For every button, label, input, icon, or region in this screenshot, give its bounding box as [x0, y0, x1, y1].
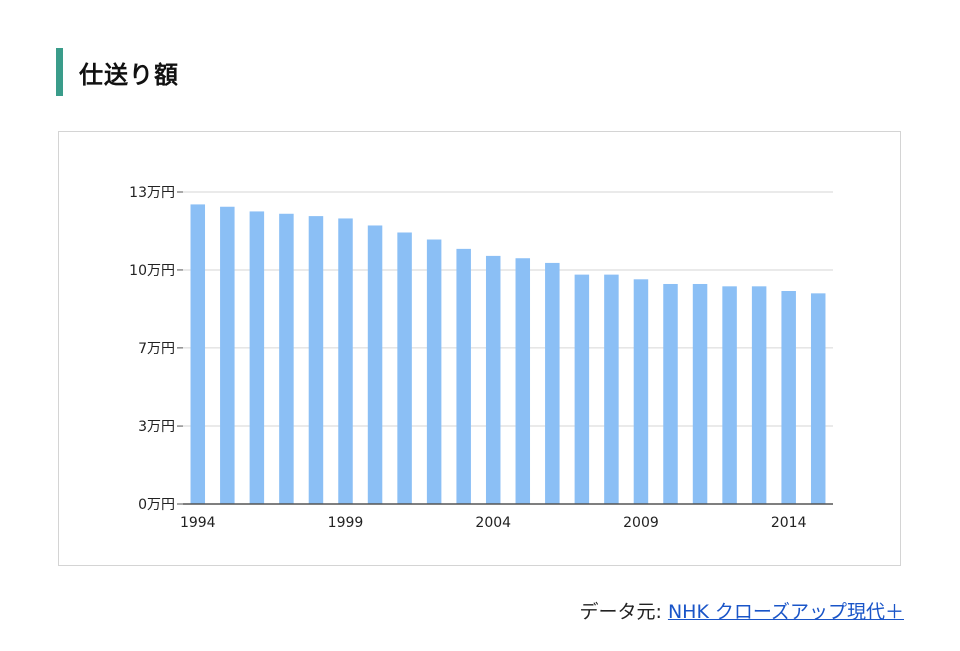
bar — [338, 218, 353, 504]
bar — [722, 286, 737, 504]
bar — [456, 248, 471, 504]
bar — [574, 274, 590, 504]
bar — [249, 211, 265, 504]
y-tick-label: 13万円 — [129, 185, 175, 201]
x-tick-label: 2004 — [475, 515, 511, 531]
bar-chart: 0万円 3万円 7万円 10万円 13万円 1994 1999 2004 2009 2014 — [129, 185, 833, 531]
bar — [308, 216, 324, 504]
heading-accent-bar — [56, 48, 63, 96]
page-title: 仕送り額 — [79, 60, 179, 89]
y-tick-label: 7万円 — [138, 341, 175, 357]
bar — [545, 262, 560, 504]
source-link[interactable]: NHK クローズアップ現代＋ — [667, 601, 904, 623]
axis-layer — [177, 191, 833, 505]
bar — [515, 258, 531, 504]
chart-frame: 0万円 3万円 7万円 10万円 13万円 1994 1999 2004 2009 2014 — [58, 131, 901, 566]
source-prefix: データ元: — [579, 601, 662, 623]
section-heading: 仕送り額 — [56, 48, 179, 96]
label-layer: 0万円 3万円 7万円 10万円 13万円 1994 1999 2004 2009 2014 — [129, 185, 806, 531]
y-tick-label: 0万円 — [138, 497, 175, 513]
bar — [781, 291, 796, 504]
x-tick-label: 1999 — [328, 515, 364, 531]
y-tick-label: 3万円 — [138, 419, 175, 435]
bar — [426, 239, 442, 504]
bar — [485, 255, 501, 504]
x-tick-label: 2014 — [771, 515, 807, 531]
bar — [190, 204, 206, 504]
x-tick-label: 1994 — [180, 515, 216, 531]
bar — [751, 286, 767, 504]
bar — [367, 225, 383, 504]
data-source: データ元: NHK クローズアップ現代＋ — [579, 597, 904, 624]
bar — [220, 206, 235, 504]
y-tick-label: 10万円 — [129, 263, 175, 279]
bar — [279, 213, 294, 504]
bar — [633, 279, 649, 504]
bar — [604, 274, 619, 504]
bar — [397, 232, 412, 504]
x-tick-label: 2009 — [623, 515, 659, 531]
bar — [692, 283, 708, 504]
bar — [810, 293, 826, 504]
bar — [663, 283, 678, 504]
bar-layer — [190, 204, 826, 504]
